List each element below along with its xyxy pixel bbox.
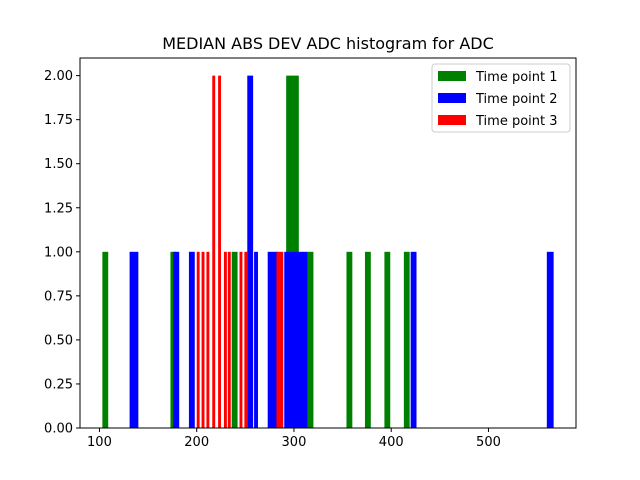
x-tick-label: 200 (184, 435, 209, 450)
x-tick-label: 400 (379, 435, 404, 450)
axes-frame (79, 57, 577, 429)
y-tick-label: 0.50 (44, 333, 73, 348)
legend: Time point 1 Time point 2 Time point 3 (431, 63, 571, 133)
bar-series-1-5 (307, 251, 314, 428)
bar-series-2-5 (254, 251, 258, 428)
bar-series-1-3 (231, 251, 238, 428)
bar-series-2-4 (247, 75, 254, 429)
bar-series-3-9 (244, 251, 248, 428)
bar-series-1-9 (403, 251, 410, 428)
y-tick-label: 2.00 (44, 69, 73, 84)
y-tick-label: 1.00 (44, 245, 73, 260)
y-tick-label: 0.25 (44, 377, 73, 392)
bar-series-1-6 (346, 251, 353, 428)
y-tick-label: 1.75 (44, 113, 73, 128)
y-tick-label: 1.50 (44, 157, 73, 172)
y-tick-label: 0.75 (44, 289, 73, 304)
legend-swatch-3 (438, 115, 466, 125)
legend-box (431, 63, 571, 133)
bar-series-3-5 (218, 75, 222, 429)
legend-swatch-1 (438, 71, 466, 81)
bar-series-3-7 (227, 251, 231, 428)
bar-series-3-4 (212, 75, 216, 429)
bar-series-3-10 (276, 251, 284, 428)
bar-series-2-7 (284, 251, 292, 428)
chart-title: MEDIAN ABS DEV ADC histogram for ADC (162, 34, 494, 53)
x-tick-label: 300 (282, 435, 307, 450)
legend-label-3: Time point 3 (475, 114, 558, 129)
legend-swatch-2 (438, 93, 466, 103)
axes-layer: 100 200 300 400 500 0.00 0.25 0.50 0.75 1.00 1.25 1… (44, 57, 577, 450)
bar-series-3-1 (196, 251, 200, 428)
bar-series-2-10 (546, 251, 554, 428)
bar-series-2-2 (173, 251, 180, 428)
bar-series-1-7 (364, 251, 371, 428)
legend-label-2: Time point 2 (475, 92, 558, 107)
bar-series-2-6 (267, 251, 279, 428)
bars-layer (102, 75, 554, 429)
bar-series-1-1 (102, 251, 109, 428)
bar-series-3-2 (201, 251, 205, 428)
bar-series-1-8 (384, 251, 391, 428)
x-tick-label: 100 (87, 435, 112, 450)
bar-series-3-3 (206, 251, 210, 428)
bar-series-2-1 (129, 251, 139, 428)
bar-series-2-9 (410, 251, 417, 428)
bar-series-3-8 (239, 251, 243, 428)
bar-series-2-3 (188, 251, 195, 428)
bar-series-2-8 (291, 251, 308, 428)
y-tick-label: 0.00 (44, 422, 73, 437)
bar-series-3-6 (223, 251, 227, 428)
legend-label-1: Time point 1 (475, 70, 558, 85)
x-tick-label: 500 (476, 435, 501, 450)
y-tick-label: 1.25 (44, 201, 73, 216)
